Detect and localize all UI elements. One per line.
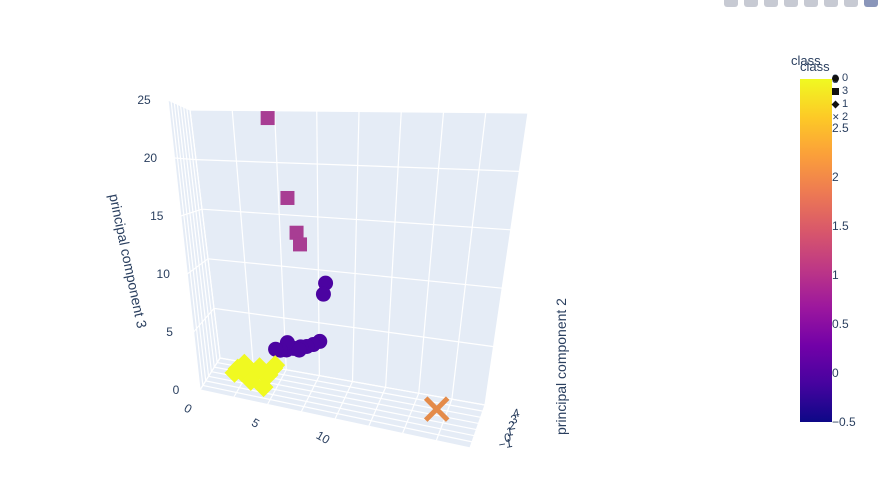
pan-icon[interactable] (764, 0, 778, 7)
gridline (170, 101, 204, 386)
y-tick-label: 2 (507, 418, 516, 433)
data-point-class-3[interactable] (280, 190, 295, 205)
gridline (183, 107, 215, 368)
gridline (176, 104, 210, 377)
z-tick-label: 10 (157, 267, 171, 281)
gridline (167, 99, 201, 391)
data-point-class-3[interactable] (289, 225, 304, 240)
y-tick-label: −1 (497, 436, 513, 452)
gridline (179, 105, 213, 372)
x-tick-label: 10 (314, 428, 333, 447)
colorbar-ticks: 2.5 2 1.5 1 0.5 0 −0.5 3 (832, 72, 856, 429)
gridline (401, 393, 420, 434)
scene-markers[interactable] (224, 111, 450, 422)
data-point-class-1[interactable] (227, 358, 248, 379)
colorbar (800, 79, 832, 422)
x-tick-label: 5 (249, 415, 262, 431)
gridline (199, 389, 471, 449)
y-tick-label: 0 (503, 430, 512, 445)
legend-item[interactable]: 0 (832, 72, 848, 85)
data-point-class-0[interactable] (291, 342, 307, 358)
data-point-class-0[interactable] (315, 286, 331, 302)
y-axis-title: principal component 2 (553, 298, 569, 435)
legend-title: class (791, 53, 821, 68)
legend-item[interactable]: ✕ 2 (832, 111, 849, 123)
gridline (266, 369, 287, 405)
legend-item[interactable]: 3 (832, 85, 848, 98)
z-tick-label: 15 (150, 209, 164, 223)
orbit-icon[interactable] (784, 0, 798, 7)
gridline (202, 384, 473, 443)
colorbar-tick-label: −0.5 (832, 415, 856, 429)
colorbar-tick-label: 2.5 (832, 121, 849, 135)
gridline (186, 108, 218, 363)
circle-icon (832, 75, 839, 82)
legend-item[interactable]: 1 (831, 98, 848, 111)
gridline (300, 375, 320, 413)
scene-walls (168, 100, 528, 448)
square-icon (832, 88, 839, 95)
gridline (273, 110, 287, 370)
gridline (189, 109, 221, 359)
home-icon[interactable] (824, 0, 838, 7)
gridline (418, 112, 445, 394)
colorbar-tick-label: 1 (832, 268, 839, 282)
gridline (469, 404, 486, 449)
colorbar-tick-label: 1.5 (832, 219, 849, 233)
z-tick-label: 0 (173, 383, 180, 397)
turntable-icon[interactable] (804, 0, 818, 7)
data-point-class-1[interactable] (253, 377, 274, 398)
plotly-logo-icon[interactable] (864, 0, 878, 7)
z-axis-title: principal component 3 (106, 192, 150, 330)
data-point-class-3[interactable] (293, 237, 308, 252)
gridline (385, 111, 402, 388)
reset-icon[interactable] (844, 0, 858, 7)
colorbar-tick-label: 0.5 (832, 317, 849, 331)
legend: 0 3 1 ✕ 2 (831, 72, 849, 124)
data-point-class-1[interactable] (265, 355, 286, 376)
data-point-class-2[interactable] (423, 396, 450, 422)
x-icon: ✕ (832, 112, 840, 122)
modebar[interactable] (724, 0, 878, 8)
colorbar-title: class (800, 59, 830, 74)
gridline (334, 381, 354, 420)
z-tick-label: 25 (137, 93, 151, 107)
camera-icon[interactable] (724, 0, 738, 7)
colorbar-tick-label: 2 (832, 170, 839, 184)
colorbar-tick-label: 0 (832, 366, 839, 380)
zoom-icon[interactable] (744, 0, 758, 7)
gridline (451, 112, 487, 400)
gridline (351, 111, 360, 382)
data-point-class-1[interactable] (249, 357, 270, 378)
gridline (316, 111, 320, 376)
data-point-class-0[interactable] (268, 341, 284, 357)
gridline (173, 102, 207, 381)
gridline (231, 110, 254, 364)
y-wall (190, 110, 528, 405)
gridline (484, 112, 529, 406)
diamond-icon (831, 100, 840, 109)
z-tick-label: 20 (144, 151, 158, 165)
y-tick-label: 1 (505, 424, 514, 439)
y-tick-label: 4 (512, 406, 521, 421)
data-point-class-3[interactable] (260, 111, 275, 126)
y-tick-label: 3 (510, 412, 519, 427)
z-tick-label: 5 (166, 325, 173, 339)
gridline (368, 387, 387, 427)
x-tick-label: 0 (182, 401, 195, 417)
